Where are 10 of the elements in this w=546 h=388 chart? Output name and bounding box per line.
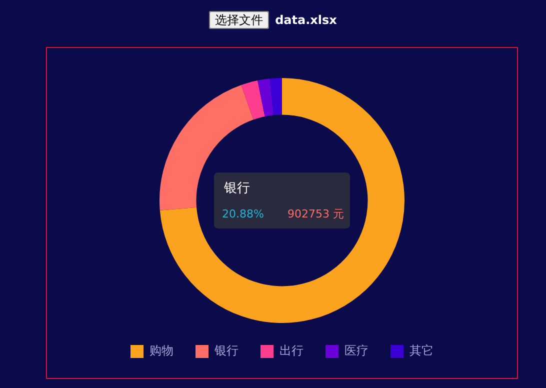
legend-label: 其它: [410, 344, 434, 358]
text: 选择文件: [209, 11, 270, 29]
text: 902753 元: [288, 207, 344, 220]
text: 20.88%: [222, 207, 264, 220]
legend-label: 购物: [150, 344, 174, 358]
legend-label: 出行: [280, 344, 304, 358]
text: data.xlsx: [275, 13, 337, 27]
text: 银行: [223, 180, 250, 196]
legend-label: 银行: [214, 344, 238, 358]
legend-label: 医疗: [344, 344, 368, 358]
